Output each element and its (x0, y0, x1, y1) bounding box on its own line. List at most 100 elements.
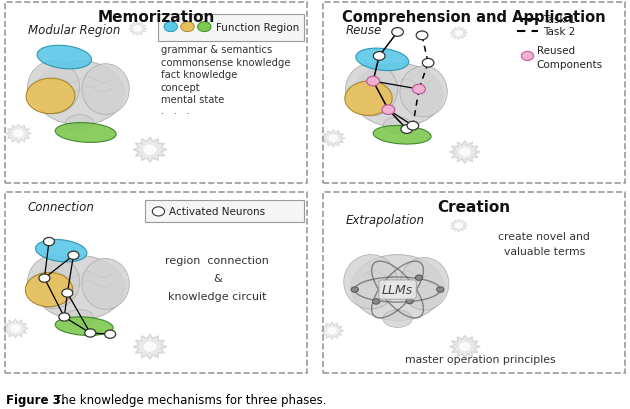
Text: Activated Neurons: Activated Neurons (169, 207, 265, 217)
FancyBboxPatch shape (158, 15, 304, 42)
Text: Connection: Connection (28, 201, 94, 214)
Polygon shape (6, 125, 32, 144)
Polygon shape (450, 27, 467, 40)
Circle shape (413, 85, 425, 94)
Ellipse shape (400, 258, 449, 310)
Ellipse shape (28, 62, 79, 115)
Circle shape (522, 52, 534, 61)
Circle shape (152, 207, 164, 216)
Circle shape (416, 32, 428, 40)
Ellipse shape (66, 115, 94, 132)
Polygon shape (144, 146, 156, 155)
Polygon shape (3, 319, 28, 338)
Polygon shape (14, 131, 23, 137)
Ellipse shape (353, 64, 442, 128)
Text: Figure 3.: Figure 3. (6, 393, 66, 406)
Text: region  connection
&
knowledge circuit: region connection & knowledge circuit (165, 256, 269, 301)
Ellipse shape (26, 79, 75, 115)
Circle shape (422, 59, 434, 68)
Ellipse shape (55, 317, 113, 336)
Circle shape (382, 106, 394, 115)
Circle shape (367, 78, 379, 86)
Text: ·   ·   ·: · · · (161, 109, 189, 119)
Polygon shape (328, 328, 336, 334)
Circle shape (351, 287, 358, 292)
Text: Task 1: Task 1 (543, 15, 575, 25)
Circle shape (413, 85, 425, 94)
Ellipse shape (400, 67, 447, 117)
Text: Extrapolation: Extrapolation (346, 213, 425, 227)
Text: Creation: Creation (437, 200, 510, 215)
Polygon shape (329, 136, 337, 142)
Circle shape (401, 126, 413, 134)
Circle shape (406, 299, 413, 304)
Ellipse shape (383, 117, 412, 135)
Ellipse shape (356, 49, 409, 72)
Ellipse shape (28, 256, 79, 309)
Text: commonsense knowledge: commonsense knowledge (161, 58, 290, 67)
Text: Memorization: Memorization (97, 10, 215, 25)
Text: Reuse: Reuse (346, 24, 382, 37)
Text: fact knowledge: fact knowledge (161, 70, 237, 80)
Polygon shape (133, 334, 167, 360)
Polygon shape (133, 138, 167, 163)
Text: mental state: mental state (161, 95, 224, 105)
Polygon shape (320, 322, 343, 339)
Text: create novel and
valuable terms: create novel and valuable terms (498, 232, 590, 256)
Text: Comprehension and Application: Comprehension and Application (342, 10, 606, 25)
Text: master operation principles: master operation principles (405, 355, 556, 364)
Ellipse shape (66, 310, 94, 326)
Ellipse shape (35, 62, 125, 126)
Text: Task 2: Task 2 (543, 27, 575, 37)
Ellipse shape (82, 65, 129, 115)
Text: LLMs: LLMs (382, 283, 413, 297)
Circle shape (85, 329, 96, 337)
Circle shape (105, 330, 116, 338)
Text: Reused
Components: Reused Components (537, 45, 603, 70)
Ellipse shape (351, 255, 444, 321)
Circle shape (407, 122, 419, 130)
Polygon shape (460, 149, 470, 156)
Circle shape (367, 77, 379, 87)
Ellipse shape (373, 126, 431, 145)
Text: Modular Region: Modular Region (28, 24, 120, 37)
Ellipse shape (345, 64, 398, 117)
Circle shape (374, 52, 385, 61)
Ellipse shape (82, 259, 129, 310)
Circle shape (437, 287, 444, 292)
Circle shape (198, 22, 211, 33)
Circle shape (181, 22, 194, 33)
Text: Function Region: Function Region (215, 22, 299, 33)
Polygon shape (460, 343, 470, 351)
Polygon shape (322, 130, 345, 148)
Ellipse shape (383, 310, 412, 328)
Ellipse shape (55, 124, 116, 143)
FancyBboxPatch shape (146, 201, 304, 222)
Polygon shape (456, 224, 461, 228)
Text: grammar & semantics: grammar & semantics (161, 45, 272, 55)
Circle shape (39, 274, 50, 283)
Polygon shape (129, 22, 147, 36)
Circle shape (43, 238, 55, 246)
Circle shape (68, 252, 79, 260)
Ellipse shape (345, 82, 392, 116)
Circle shape (382, 106, 395, 115)
Circle shape (59, 313, 70, 321)
Polygon shape (450, 335, 480, 358)
Ellipse shape (25, 273, 72, 307)
Ellipse shape (344, 255, 398, 309)
Polygon shape (144, 342, 156, 351)
Ellipse shape (35, 240, 87, 262)
Circle shape (164, 22, 178, 33)
Text: The knowledge mechanisms for three phases.: The knowledge mechanisms for three phase… (54, 393, 326, 406)
Polygon shape (450, 141, 480, 164)
Circle shape (372, 299, 380, 304)
Polygon shape (135, 27, 140, 31)
Circle shape (62, 289, 73, 297)
Circle shape (415, 275, 423, 281)
Ellipse shape (35, 256, 125, 320)
Polygon shape (456, 32, 461, 36)
Polygon shape (11, 326, 20, 332)
Polygon shape (450, 220, 467, 232)
Ellipse shape (37, 46, 91, 70)
